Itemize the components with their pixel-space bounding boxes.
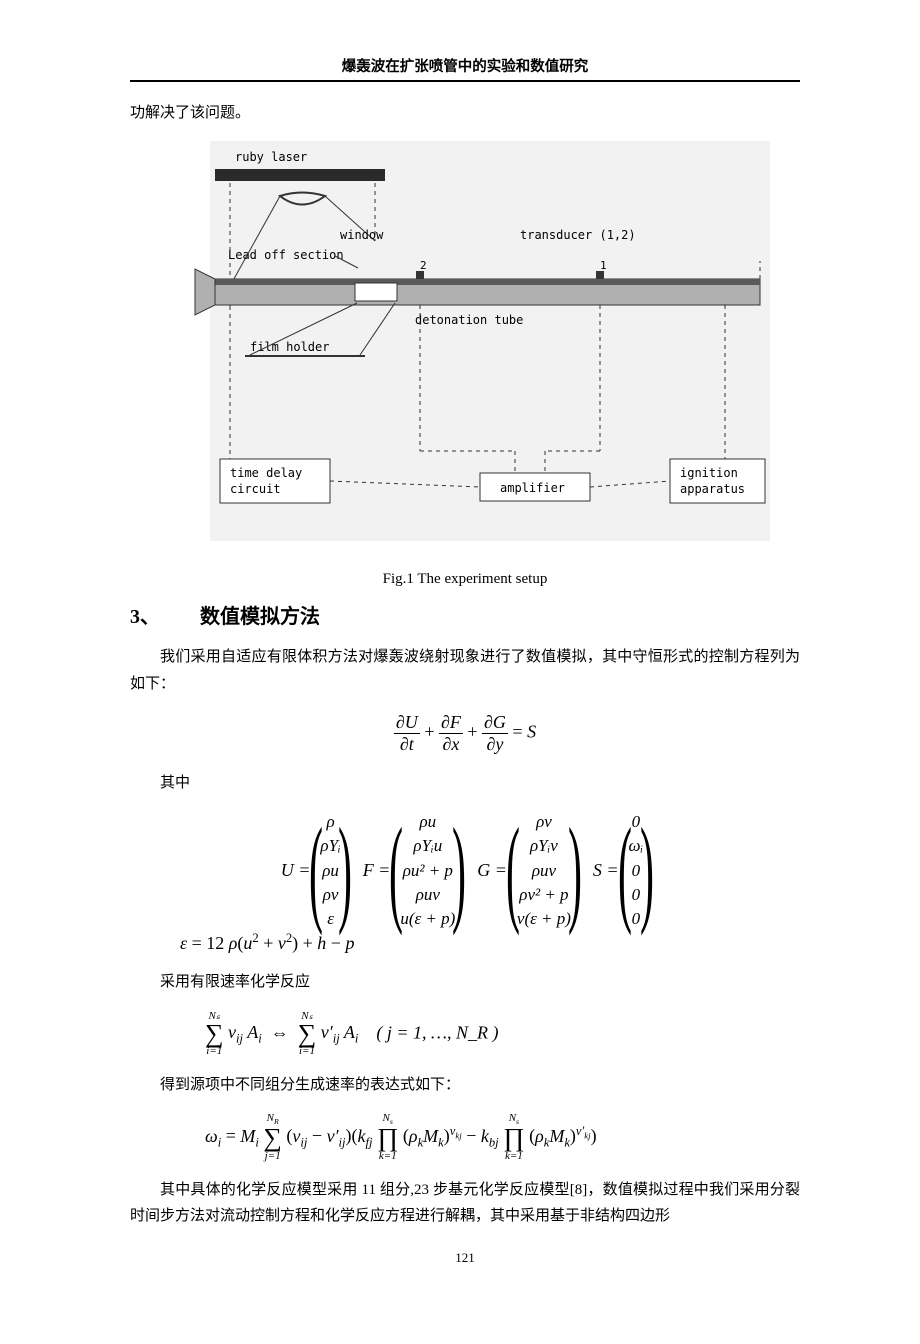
equation-reaction: Nₛ∑i=1 νij Ai ⇔ Nₛ∑i=1 ν′ij Ai ( j = 1, …: [205, 1011, 800, 1058]
svg-text:1: 1: [600, 259, 607, 272]
paragraph-1: 我们采用自适应有限体积方法对爆轰波绕射现象进行了数值模拟，其中守恒形式的控制方程…: [130, 644, 800, 697]
experiment-setup-diagram: ruby laser window Lead off section transduc…: [160, 141, 770, 541]
paragraph-2: 采用有限速率化学反应: [130, 969, 800, 995]
svg-text:Lead off section: Lead off section: [228, 248, 344, 262]
intro-line: 功解决了该问题。: [130, 100, 800, 126]
paragraph-3: 得到源项中不同组分生成速率的表达式如下：: [130, 1072, 800, 1098]
section-number: 3、: [130, 600, 200, 629]
equation-epsilon: ε = 12 ρ(u2 + v2) + h − p: [180, 931, 800, 954]
svg-text:circuit: circuit: [230, 482, 281, 496]
equation-conservation: ∂U∂t + ∂F∂x + ∂G∂y = S: [130, 712, 800, 755]
svg-text:transducer (1,2): transducer (1,2): [520, 228, 636, 242]
svg-text:apparatus: apparatus: [680, 482, 745, 496]
svg-text:detonation tube: detonation tube: [415, 313, 523, 327]
figure-caption: Fig.1 The experiment setup: [130, 571, 800, 588]
svg-text:time delay: time delay: [230, 466, 302, 480]
page-number: 121: [130, 1250, 800, 1266]
svg-text:film holder: film holder: [250, 340, 329, 354]
svg-text:2: 2: [420, 259, 427, 272]
svg-text:amplifier: amplifier: [500, 481, 565, 495]
equation-omega: ωi = Mi NR∑j=1 (νij − ν′ij)(kfj Ns∏k=1 (…: [205, 1113, 800, 1162]
svg-text:window: window: [340, 228, 384, 242]
svg-text:ignition: ignition: [680, 466, 738, 480]
section-heading: 3、数值模拟方法: [130, 600, 800, 629]
equation-vectors: U =( ρρYᵢρuρvε) F =( ρuρYᵢuρu² + pρuvu(ε…: [130, 811, 800, 929]
where-label: 其中: [130, 770, 800, 796]
running-header: 爆轰波在扩张喷管中的实验和数值研究: [130, 55, 800, 82]
figure-1: ruby laser window Lead off section transduc…: [130, 141, 800, 588]
section-title: 数值模拟方法: [200, 606, 320, 628]
svg-text:ruby laser: ruby laser: [235, 150, 307, 164]
paragraph-4: 其中具体的化学反应模型采用 11 组分,23 步基元化学反应模型[8]，数值模拟…: [130, 1177, 800, 1230]
